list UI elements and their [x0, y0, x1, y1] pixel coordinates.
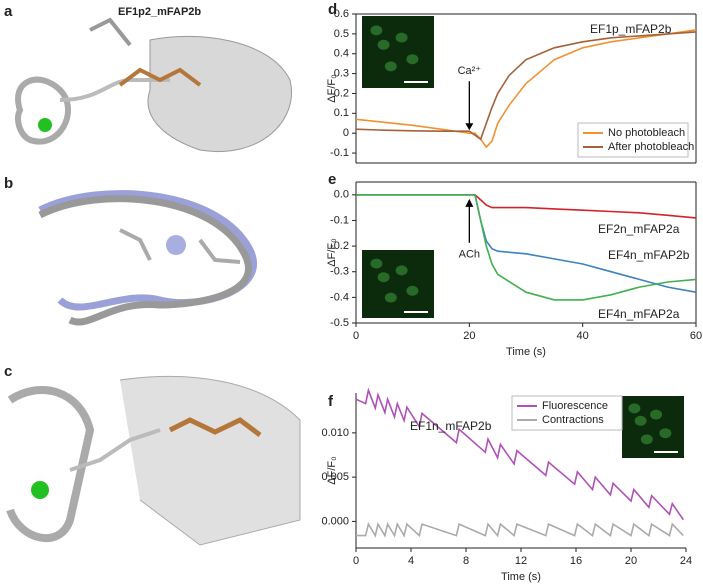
cell [370, 258, 383, 269]
y-tick-label: 0.6 [334, 8, 349, 20]
x-tick-label: 20 [625, 555, 637, 567]
y-tick-label: -0.1 [330, 214, 349, 226]
y-tick-label: -0.5 [330, 317, 349, 329]
cell [377, 39, 390, 50]
y-axis-label: ΔF/F₀ [326, 74, 338, 102]
panel-label: e [328, 171, 336, 188]
cell [634, 415, 647, 426]
legend-box [511, 395, 623, 431]
sidechain [69, 428, 161, 472]
cell [395, 32, 408, 43]
series-line [355, 29, 697, 149]
cell [406, 54, 419, 65]
series-label: EF4n_mFAP2b [608, 248, 690, 262]
y-tick-label: 0.4 [334, 48, 349, 60]
cell [628, 403, 641, 414]
x-tick-label: 12 [515, 555, 527, 567]
structure-title: EF1p2_mFAP2b [118, 6, 201, 18]
cell [659, 428, 672, 439]
series-line [356, 194, 697, 219]
chart-title: EF1n_mFAP2b [410, 419, 492, 433]
y-tick-label: 0 [343, 127, 349, 139]
ribbon [38, 195, 252, 326]
y-tick-label: -0.2 [330, 240, 349, 252]
series-line [356, 194, 697, 301]
y-tick-label: -0.3 [330, 266, 349, 278]
annotation: ACh [459, 249, 480, 261]
loop [15, 76, 72, 145]
y-tick-label: 0.1 [334, 107, 349, 119]
cell [370, 25, 383, 36]
cell [377, 272, 390, 283]
y-tick-label: 0.5 [334, 28, 349, 40]
ribbon [6, 386, 95, 542]
panel-label: d [328, 1, 337, 18]
x-tick-label: 0 [353, 555, 359, 567]
y-axis-label: ΔF/F₀ [326, 456, 338, 484]
structure-b [38, 190, 257, 326]
cell [395, 265, 408, 276]
legend-box [577, 122, 689, 158]
x-tick-label: 16 [570, 555, 582, 567]
x-axis-label: Time (s) [501, 571, 541, 583]
y-tick-label: -0.1 [330, 147, 349, 159]
x-tick-label: 24 [680, 555, 692, 567]
y-tick-label: 0.000 [321, 515, 349, 527]
legend-label: Contractions [542, 414, 604, 426]
cell [640, 434, 653, 445]
x-tick-label: 20 [463, 330, 475, 342]
legend-label: Fluorescence [542, 400, 608, 412]
structure-a [15, 17, 292, 152]
x-axis-label: Time (s) [506, 346, 546, 358]
y-tick-label: 0.2 [334, 87, 349, 99]
series-label: EF4n_mFAP2a [598, 307, 680, 321]
ion [166, 235, 186, 255]
ion [31, 481, 49, 499]
cell [406, 285, 419, 296]
series-label: EF2n_mFAP2a [598, 222, 680, 236]
x-tick-label: 8 [463, 555, 469, 567]
ligand [118, 67, 202, 87]
chart-title: EF1p_mFAP2b [590, 22, 672, 36]
panel-label: c [4, 363, 12, 380]
cell [650, 409, 663, 420]
arrow-head [465, 123, 474, 131]
annotation: Ca²⁺ [458, 65, 482, 77]
ribbon [147, 35, 292, 152]
y-axis-label: ΔF/F₀ [326, 238, 338, 266]
sidechain [89, 17, 132, 47]
panel-label: a [4, 3, 13, 20]
ion [38, 118, 52, 132]
x-tick-label: 60 [690, 330, 702, 342]
cell [384, 292, 397, 303]
ligand [168, 417, 262, 437]
y-tick-label: 0.3 [334, 68, 349, 80]
structure-c [6, 375, 301, 546]
panel-label: f [328, 393, 334, 410]
sidechain [119, 228, 241, 264]
series-line [355, 387, 684, 521]
y-tick-label: -0.4 [330, 291, 349, 303]
y-tick-label: 0.0 [334, 189, 349, 201]
sheet [119, 375, 301, 546]
series-line [356, 521, 684, 538]
y-tick-label: 0.010 [321, 427, 349, 439]
x-tick-label: 40 [577, 330, 589, 342]
x-tick-label: 0 [353, 330, 359, 342]
legend-label: No photobleach [608, 127, 685, 139]
cell [384, 61, 397, 72]
x-tick-label: 4 [408, 555, 414, 567]
series-line [355, 31, 697, 141]
arrow-head [465, 198, 474, 207]
legend-label: After photobleach [608, 141, 694, 153]
panel-label: b [4, 175, 13, 192]
y-tick-label: 0.005 [321, 471, 349, 483]
